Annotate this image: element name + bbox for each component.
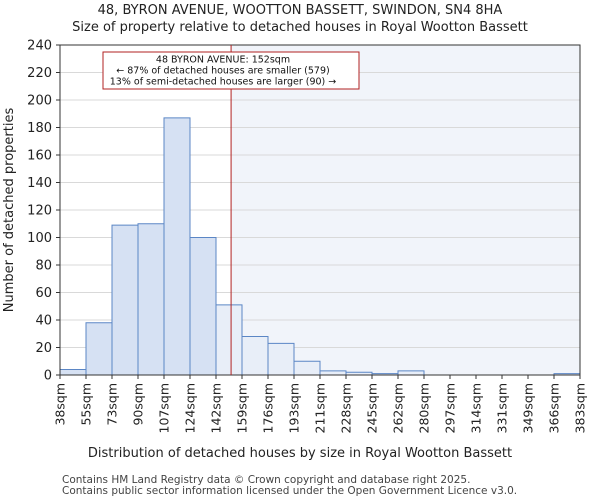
x-tick-label: 159sqm [235, 383, 250, 433]
bar [137, 223, 165, 376]
x-tick-label: 55sqm [79, 383, 94, 426]
x-tick-label: 228sqm [339, 383, 354, 433]
y-tick-label: 120 [27, 204, 52, 219]
x-tick-label: 142sqm [209, 383, 224, 433]
footer-copyright: Contains HM Land Registry data © Crown c… [62, 474, 471, 486]
x-tick-label: 262sqm [391, 383, 406, 433]
x-tick-label: 366sqm [547, 383, 562, 433]
x-axis-label: Distribution of detached houses by size … [88, 446, 512, 461]
bar [293, 360, 321, 376]
annotation-line: 48 BYRON AVENUE: 152sqm [156, 55, 290, 66]
x-tick-label: 280sqm [417, 383, 432, 433]
y-tick-label: 200 [27, 94, 52, 109]
bar [267, 342, 295, 376]
bar [215, 304, 243, 376]
annotation-box [102, 51, 360, 90]
bar [397, 370, 425, 376]
chart-subtitle: Size of property relative to detached ho… [72, 20, 528, 35]
y-tick-label: 180 [27, 121, 52, 136]
x-tick-label: 176sqm [261, 383, 276, 433]
annotation-line: 13% of semi-detached houses are larger (… [110, 77, 337, 88]
bar [319, 370, 347, 376]
bar [189, 237, 217, 376]
bar [59, 369, 87, 376]
bar [163, 117, 191, 376]
x-tick-label: 193sqm [287, 383, 302, 433]
x-tick-label: 211sqm [313, 383, 328, 433]
y-axis-label: Number of detached properties [2, 108, 17, 313]
y-tick-label: 60 [35, 286, 52, 301]
x-tick-label: 383sqm [573, 383, 588, 433]
bar [85, 322, 113, 376]
y-tick-label: 0 [44, 369, 52, 384]
x-tick-label: 38sqm [53, 383, 68, 426]
y-tick-label: 240 [27, 39, 52, 54]
x-tick-label: 245sqm [365, 383, 380, 433]
y-tick-label: 220 [27, 66, 52, 81]
y-tick-label: 160 [27, 149, 52, 164]
x-tick-label: 124sqm [183, 383, 198, 433]
y-tick-label: 80 [35, 259, 52, 274]
x-tick-label: 331sqm [495, 383, 510, 433]
histogram-chart: 0 20 40 60 80 100 120 140 160 180 200 220 240 38sqm 55… [2, 39, 588, 462]
x-tick-label: 90sqm [131, 383, 146, 426]
y-tick-label: 100 [27, 231, 52, 246]
annotation-line: ← 87% of detached houses are smaller (57… [116, 66, 329, 77]
x-tick-label: 349sqm [521, 383, 536, 433]
chart-title: 48, BYRON AVENUE, WOOTTON BASSETT, SWIND… [97, 3, 503, 18]
y-tick-label: 40 [35, 314, 52, 329]
y-tick-label: 140 [27, 176, 52, 191]
x-tick-label: 107sqm [157, 383, 172, 433]
x-tick-label: 314sqm [469, 383, 484, 433]
y-tick-label: 20 [35, 341, 52, 356]
x-tick-label: 297sqm [443, 383, 458, 433]
bar [241, 336, 269, 376]
x-tick-label: 73sqm [105, 383, 120, 426]
footer-licence: Contains public sector information licen… [62, 485, 518, 497]
bar [111, 224, 139, 376]
